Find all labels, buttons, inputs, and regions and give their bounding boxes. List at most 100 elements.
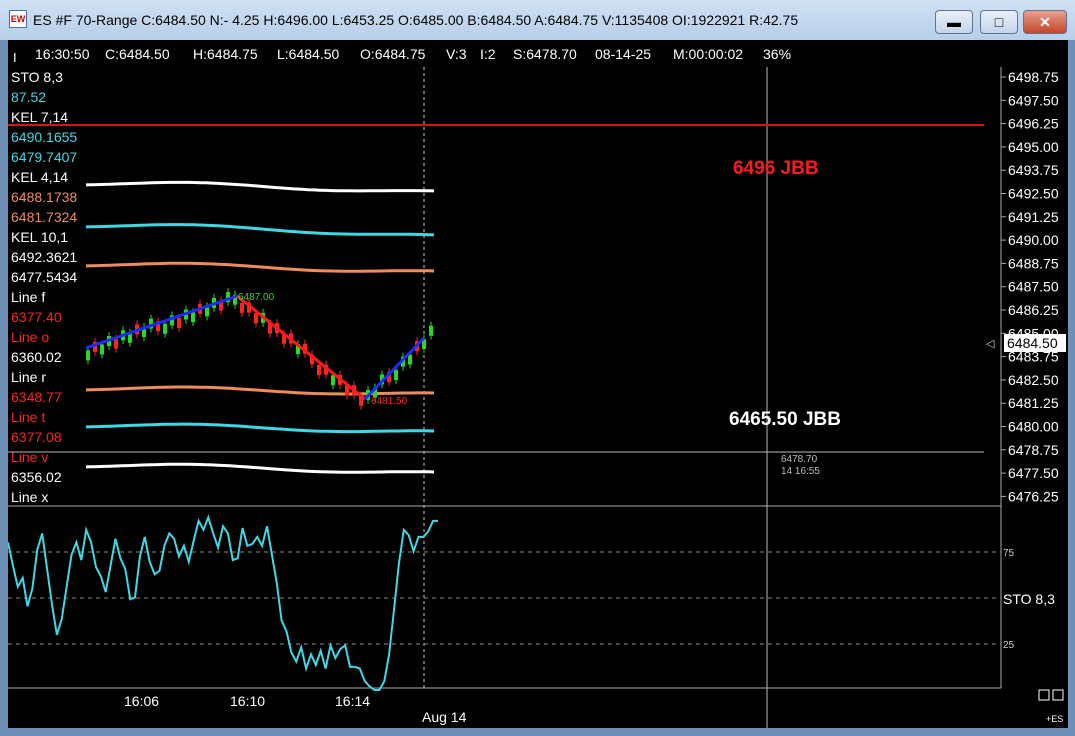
candle-body [387,372,391,383]
indicator-label: 6377.40 [11,309,62,325]
header-field: C:6484.50 [105,46,170,62]
indicator-label: KEL 7,14 [11,109,68,125]
price-tick-label: 6477.50 [1008,465,1059,481]
cursor-price-readout: 6478.70 [781,454,818,465]
maximize-icon: □ [994,14,1004,30]
indicator-label: Line x [11,489,48,505]
header-field: S:6478.70 [513,46,577,62]
low-marker-label: 6481.50 [371,396,408,407]
indicator-label: 6492.3621 [11,249,77,265]
price-tick-label: 6486.25 [1008,302,1059,318]
candle-body [156,321,160,332]
candle-body [303,343,307,354]
candle-body [93,341,97,352]
candle-body [240,303,244,314]
stoch-level-low: 25 [1003,640,1015,651]
candle-body [359,395,363,406]
candle-body [247,302,251,313]
candle-body [268,323,272,334]
band-mid-upper [85,223,435,237]
candle-body [408,354,412,365]
header-field: 36% [763,46,791,62]
cursor-marker: I [13,50,17,65]
candle-body [149,318,153,329]
indicator-label: 6481.7324 [11,209,77,225]
candle-body [191,312,195,323]
header-field: O:6484.75 [360,46,426,62]
close-icon: ✕ [1039,14,1051,30]
zigzag-up-line-2[interactable] [363,336,426,401]
indicator-label: KEL 10,1 [11,229,68,245]
indicator-label: 6490.1655 [11,129,77,145]
current-price-box [1004,334,1066,352]
cursor-time-readout: 14 16:55 [781,466,820,477]
zigzag-up-line[interactable] [85,294,238,350]
indicator-label: Line v [11,449,48,465]
candle-body [296,344,300,355]
candle-body [282,333,286,344]
quote-header: 16:30:50 C:6484.50 H:6484.75 L:6484.50 O:648… [35,46,791,62]
header-field: V:3 [446,46,467,62]
price-tick-label: 6490.00 [1008,232,1059,248]
lower-annotation: 6465.50 JBB [729,409,841,430]
header-field: L:6484.50 [277,46,339,62]
candle-body [142,327,146,338]
app-icon: EW [9,10,27,28]
close-button[interactable]: ✕ [1023,10,1067,34]
candle-body [317,364,321,375]
price-axis[interactable]: 6498.75 6497.50 6496.25 6495.00 6493.75 6492.… [1001,69,1059,504]
indicator-label: 6360.02 [11,349,62,365]
candle-body [422,339,426,349]
price-tick-label: 6478.75 [1008,442,1059,458]
candle-body [205,306,209,317]
indicator-label: 6488.1738 [11,189,77,205]
candle-body [429,325,433,336]
chart-canvas[interactable]: 16:30:50 C:6484.50 H:6484.75 L:6484.50 O:648… [7,40,1068,728]
time-label-1614: 16:14 [335,693,370,709]
candle-body [100,344,104,355]
price-tick-label: 6488.75 [1008,255,1059,271]
title-bar[interactable]: EW ES #F 70-Range C:6484.50 N:- 4.25 H:6… [0,0,1075,40]
band-outer-lower [85,462,435,474]
candle-body [86,350,90,361]
indicator-label: STO 8,3 [11,69,63,85]
indicator-label: 6377.08 [11,429,62,445]
price-tick-label: 6483.75 [1008,349,1059,365]
price-tick-label: 6492.50 [1008,186,1059,202]
indicator-label: Line o [11,329,49,345]
price-pointer-icon: ◁ [986,338,995,350]
indicator-label: 6348.77 [11,389,62,405]
price-tick-label: 6476.25 [1008,488,1059,504]
band-mid-lower [85,422,435,434]
time-label-1610: 16:10 [230,693,265,709]
price-tick-label: 6487.50 [1008,279,1059,295]
header-field: I:2 [480,46,496,62]
maximize-button[interactable]: □ [980,10,1018,34]
stoch-level-high: 75 [1003,548,1015,559]
price-tick-label: 6498.75 [1008,69,1059,85]
candle-body [177,317,181,328]
stochastic-line [7,514,438,691]
candle-body [310,354,314,365]
pane-toggle-icon-1[interactable] [1038,689,1050,701]
chart-window[interactable]: 16:30:50 C:6484.50 H:6484.75 L:6484.50 O:648… [7,40,1068,728]
price-tick-label: 6491.25 [1008,209,1059,225]
window-title: ES #F 70-Range C:6484.50 N:- 4.25 H:6496… [33,12,799,28]
time-label-1606: 16:06 [124,693,159,709]
keltner-bands [85,180,435,474]
candle-body [254,313,258,324]
candle-body [163,323,167,334]
price-tick-label: 6493.75 [1008,162,1059,178]
indicator-label: 6479.7407 [11,149,77,165]
indicator-label: Line t [11,409,45,425]
upper-annotation: 6496 JBB [733,158,819,179]
minimize-button[interactable]: ▬ [935,10,973,34]
band-outer-upper [85,180,435,193]
price-tick-label: 6496.25 [1008,116,1059,132]
candle-body [219,300,223,311]
pane-toggle-icon-2[interactable] [1052,689,1064,701]
indicator-label: Line r [11,369,46,385]
zigzag-down-line[interactable] [236,294,366,401]
indicator-labels: STO 8,3 87.52 KEL 7,14 6490.1655 6479.7407 K… [11,69,77,505]
candle-body [128,332,132,343]
